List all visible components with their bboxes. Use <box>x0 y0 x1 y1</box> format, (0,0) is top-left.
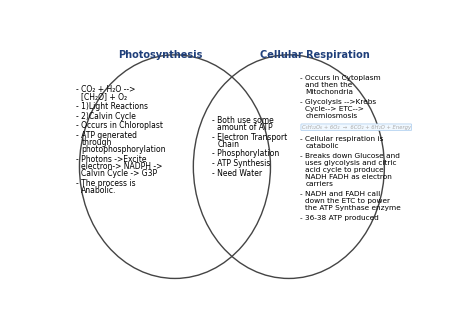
Text: - 36-38 ATP produced: - 36-38 ATP produced <box>300 215 379 221</box>
Text: and then the: and then the <box>305 82 353 88</box>
Text: down the ETC to power: down the ETC to power <box>305 198 391 204</box>
Text: - CO₂ + H₂O -->: - CO₂ + H₂O --> <box>76 85 135 94</box>
Text: acid cycle to produce: acid cycle to produce <box>305 167 384 173</box>
Text: [CH₂O] + O₂: [CH₂O] + O₂ <box>82 92 128 101</box>
Text: - Occurs in Chloroplast: - Occurs in Chloroplast <box>76 121 163 130</box>
Text: - Phosphorylation: - Phosphorylation <box>212 149 279 158</box>
Text: uses glycolysis and citric: uses glycolysis and citric <box>305 160 397 166</box>
Text: - Photons ->Excite: - Photons ->Excite <box>76 155 146 164</box>
Text: Mitochondria: Mitochondria <box>305 89 354 95</box>
Text: - Breaks down Glucose and: - Breaks down Glucose and <box>300 153 400 159</box>
Text: Cycle--> ETC-->: Cycle--> ETC--> <box>305 106 364 112</box>
Text: catabolic: catabolic <box>305 143 339 149</box>
Text: - Electron Transport: - Electron Transport <box>212 133 287 142</box>
Text: - NADH and FADH call: - NADH and FADH call <box>300 191 380 197</box>
Text: - The process is: - The process is <box>76 179 136 188</box>
Text: carriers: carriers <box>305 182 333 187</box>
Text: Cellular Respiration: Cellular Respiration <box>260 50 369 60</box>
Text: amount of ATP: amount of ATP <box>217 123 273 132</box>
Text: NADH FADH as electron: NADH FADH as electron <box>305 174 392 180</box>
Text: - 1)Light Reactions: - 1)Light Reactions <box>76 102 148 111</box>
Text: Calvin Cycle -> G3P: Calvin Cycle -> G3P <box>82 169 157 178</box>
Text: photophosphorylation: photophosphorylation <box>82 145 166 154</box>
Text: Photosynthesis: Photosynthesis <box>118 50 202 60</box>
Text: - ATP generated: - ATP generated <box>76 131 137 140</box>
Text: C₆H₁₂O₆ + 6O₂  →  6CO₂ + 6H₂O + Energy: C₆H₁₂O₆ + 6O₂ → 6CO₂ + 6H₂O + Energy <box>301 125 411 130</box>
Text: chemiosmosis: chemiosmosis <box>305 113 357 119</box>
Text: - Cellular respiration is: - Cellular respiration is <box>300 136 383 142</box>
Text: - Both use some: - Both use some <box>212 116 273 125</box>
Text: Chain: Chain <box>217 140 239 149</box>
Text: - Need Water: - Need Water <box>212 169 262 178</box>
Text: - Occurs in Cytoplasm: - Occurs in Cytoplasm <box>300 75 381 81</box>
Text: - ATP Synthesis: - ATP Synthesis <box>212 159 270 168</box>
Text: - 2)Calvin Cycle: - 2)Calvin Cycle <box>76 112 136 121</box>
Text: the ATP Synthase enzyme: the ATP Synthase enzyme <box>305 205 401 211</box>
Text: electron-> NADPH ->: electron-> NADPH -> <box>82 162 163 171</box>
Text: Anabolic.: Anabolic. <box>82 186 117 195</box>
Text: - Glycolysis -->Krebs: - Glycolysis -->Krebs <box>300 99 376 105</box>
Text: through: through <box>82 138 112 147</box>
